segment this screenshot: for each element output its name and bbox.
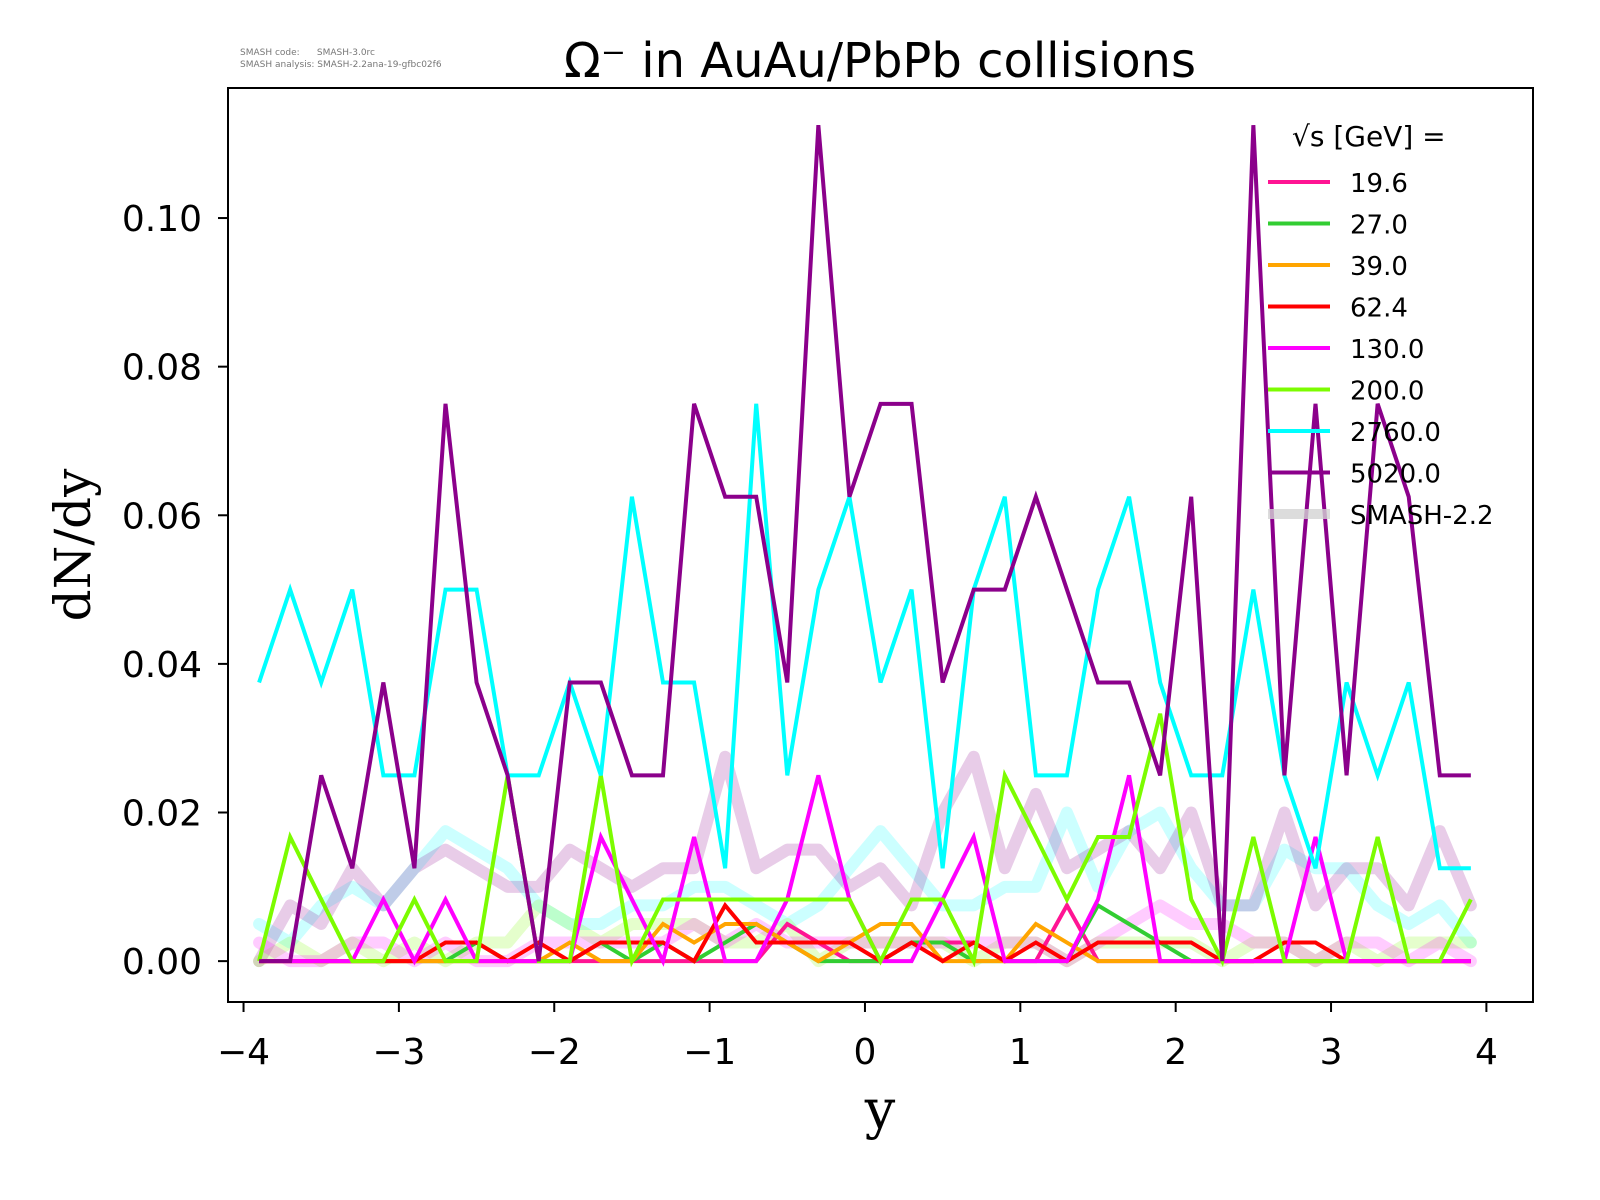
legend-label: 19.6 bbox=[1350, 169, 1408, 199]
reference-line-2760.0 bbox=[253, 806, 1477, 949]
x-tick-label: −1 bbox=[683, 1032, 736, 1073]
series-line-2760.0 bbox=[257, 403, 1471, 871]
legend-label: 39.0 bbox=[1350, 252, 1408, 282]
legend-label: 130.0 bbox=[1350, 335, 1424, 365]
x-tick-label: −3 bbox=[372, 1032, 425, 1073]
legend-label: 5020.0 bbox=[1350, 460, 1441, 490]
x-axis-label: y bbox=[864, 1078, 896, 1141]
y-tick-label: 0.10 bbox=[122, 199, 202, 240]
x-tick-label: 4 bbox=[1475, 1032, 1498, 1073]
series-lines bbox=[257, 124, 1473, 968]
series-line-5020.0 bbox=[259, 124, 1471, 964]
y-axis-label: dN/dy bbox=[44, 468, 102, 622]
legend-title: √s [GeV] = bbox=[1292, 120, 1446, 153]
legend-label: 62.4 bbox=[1350, 294, 1408, 324]
legend-label: 200.0 bbox=[1350, 377, 1424, 407]
smash-analysis-version: SMASH analysis: SMASH-2.2ana-19-gfbc02f6 bbox=[240, 60, 442, 70]
legend-label: 27.0 bbox=[1350, 211, 1408, 241]
series-line-62.4 bbox=[259, 901, 1471, 964]
reference-line-5020.0 bbox=[253, 750, 1477, 968]
smash-code-version: SMASH code: SMASH-3.0rc bbox=[240, 48, 376, 58]
legend-label: 2760.0 bbox=[1350, 418, 1441, 448]
x-tick-label: 1 bbox=[1009, 1032, 1032, 1073]
y-tick-label: 0.08 bbox=[122, 348, 202, 389]
x-tick-label: 3 bbox=[1320, 1032, 1343, 1073]
legend-label: SMASH-2.2 bbox=[1350, 501, 1494, 531]
y-tick-label: 0.06 bbox=[122, 496, 202, 537]
x-tick-label: 2 bbox=[1164, 1032, 1187, 1073]
x-tick-label: 0 bbox=[854, 1032, 877, 1073]
chart-title: Ω⁻ in AuAu/PbPb collisions bbox=[564, 33, 1196, 89]
plot-frame bbox=[227, 87, 1534, 1003]
x-tick-label: −4 bbox=[217, 1032, 270, 1073]
y-axis: 0.00 0.02 0.04 0.06 0.08 0.10 bbox=[122, 199, 228, 983]
y-tick-label: 0.00 bbox=[122, 942, 202, 983]
y-tick-label: 0.04 bbox=[122, 645, 202, 686]
y-tick-label: 0.02 bbox=[122, 794, 202, 835]
x-tick-label: −2 bbox=[528, 1032, 581, 1073]
series-line-200.0 bbox=[257, 713, 1473, 968]
x-axis: −4 −3 −2 −1 0 1 2 3 4 bbox=[217, 1002, 1498, 1073]
legend: √s [GeV] = 19.6 27.0 39.0 62.4 130.0 200.0 276… bbox=[1268, 120, 1494, 531]
